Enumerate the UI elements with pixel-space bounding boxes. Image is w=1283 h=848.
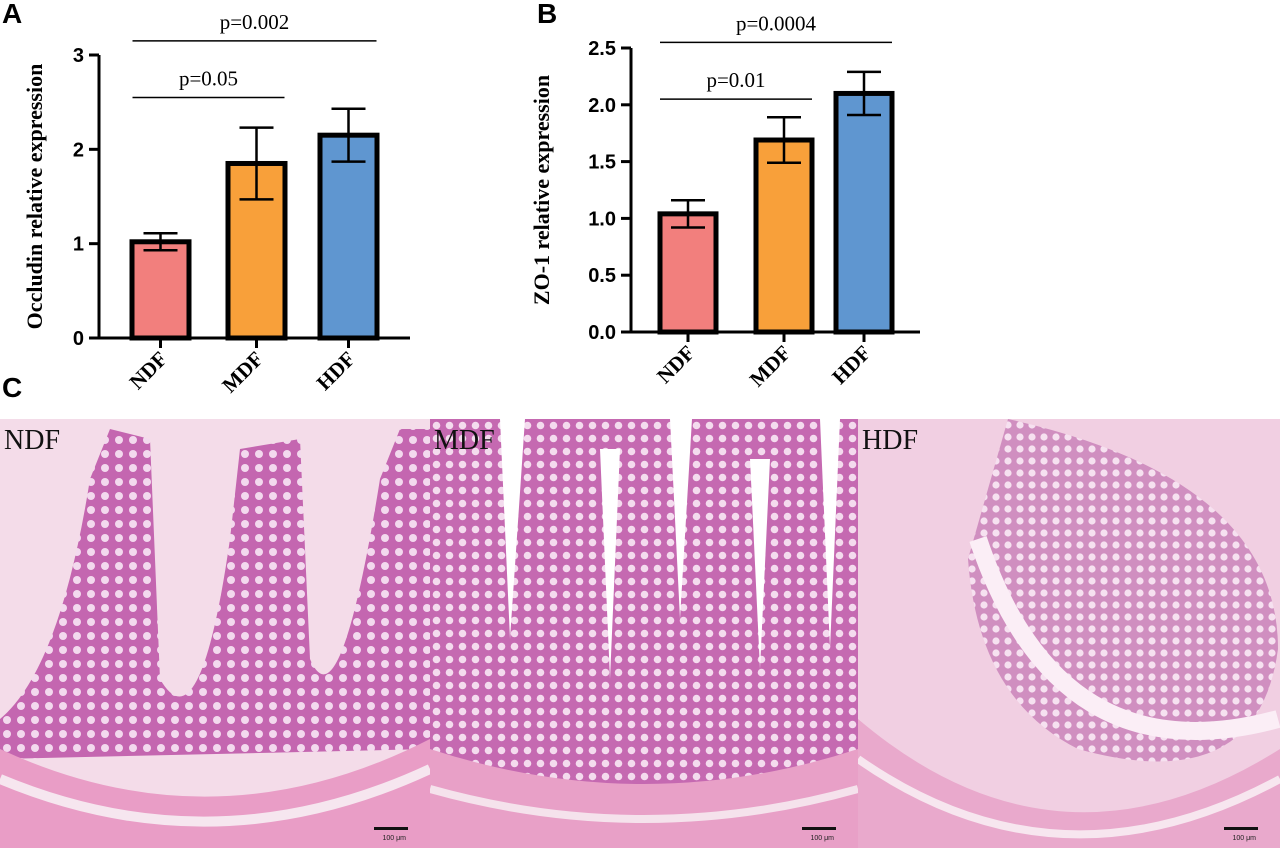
panel-label-a: A: [2, 0, 23, 29]
y-axis-title: Occludin relative expression: [22, 64, 47, 330]
y-tick-label: 3: [73, 45, 84, 67]
p-value-label: p=0.05: [179, 66, 238, 90]
x-tick-label: NDF: [125, 347, 172, 394]
y-tick-label: 2.0: [588, 95, 616, 117]
y-tick-label: 0: [73, 328, 84, 350]
x-tick-label: HDF: [827, 341, 875, 389]
histology-image-hdf: [858, 419, 1280, 848]
y-tick-label: 0.0: [588, 322, 616, 344]
bar-hdf: [833, 90, 895, 335]
histology-label-hdf: HDF: [862, 425, 919, 456]
histology-panel-mdf: MDF 100 μm: [430, 419, 858, 848]
p-value-label: p=0.0004: [736, 11, 817, 35]
y-tick-label: 1: [73, 234, 84, 256]
histology-panel-ndf: NDF 100 μm: [0, 419, 430, 848]
occludin-bar-chart: Occludin relative expression 0 1 2 3 NDF MDF HD…: [22, 10, 410, 398]
histology-label-ndf: NDF: [4, 425, 61, 456]
bar-hdf: [317, 132, 380, 341]
x-tick-label: HDF: [312, 347, 360, 395]
x-tick-label: NDF: [652, 341, 699, 388]
scale-bar: [1224, 827, 1258, 830]
bar-mdf: [753, 137, 815, 335]
p-value-label: p=0.01: [706, 68, 765, 92]
histology-image-mdf: [430, 419, 858, 848]
histology-image-ndf: [0, 419, 430, 848]
zo1-bar-chart: ZO-1 relative expression 0.0 0.5 1.0 1.5 2.0 2…: [529, 11, 920, 392]
panel-label-b: B: [537, 0, 558, 29]
y-tick-label: 0.5: [588, 265, 616, 287]
x-tick-label: MDF: [217, 347, 268, 398]
scale-bar-label: 100 μm: [1232, 835, 1257, 842]
x-tick-label: MDF: [745, 341, 796, 392]
scale-bar: [802, 827, 836, 830]
scale-bar-label: 100 μm: [810, 835, 835, 842]
p-value-label: p=0.002: [220, 10, 290, 34]
panel-label-c: C: [2, 372, 23, 403]
y-tick-label: 1.5: [588, 152, 616, 174]
histology-panel-hdf: HDF 100 μm: [858, 419, 1280, 848]
y-tick-label: 2.5: [588, 38, 616, 60]
y-tick-label: 2: [73, 139, 84, 161]
scale-bar-label: 100 μm: [382, 835, 407, 842]
bar-ndf: [129, 239, 192, 341]
histology-label-mdf: MDF: [434, 425, 495, 456]
scale-bar: [374, 827, 408, 830]
bar-ndf: [657, 211, 719, 335]
y-axis-title: ZO-1 relative expression: [529, 75, 554, 305]
y-tick-label: 1.0: [588, 208, 616, 230]
